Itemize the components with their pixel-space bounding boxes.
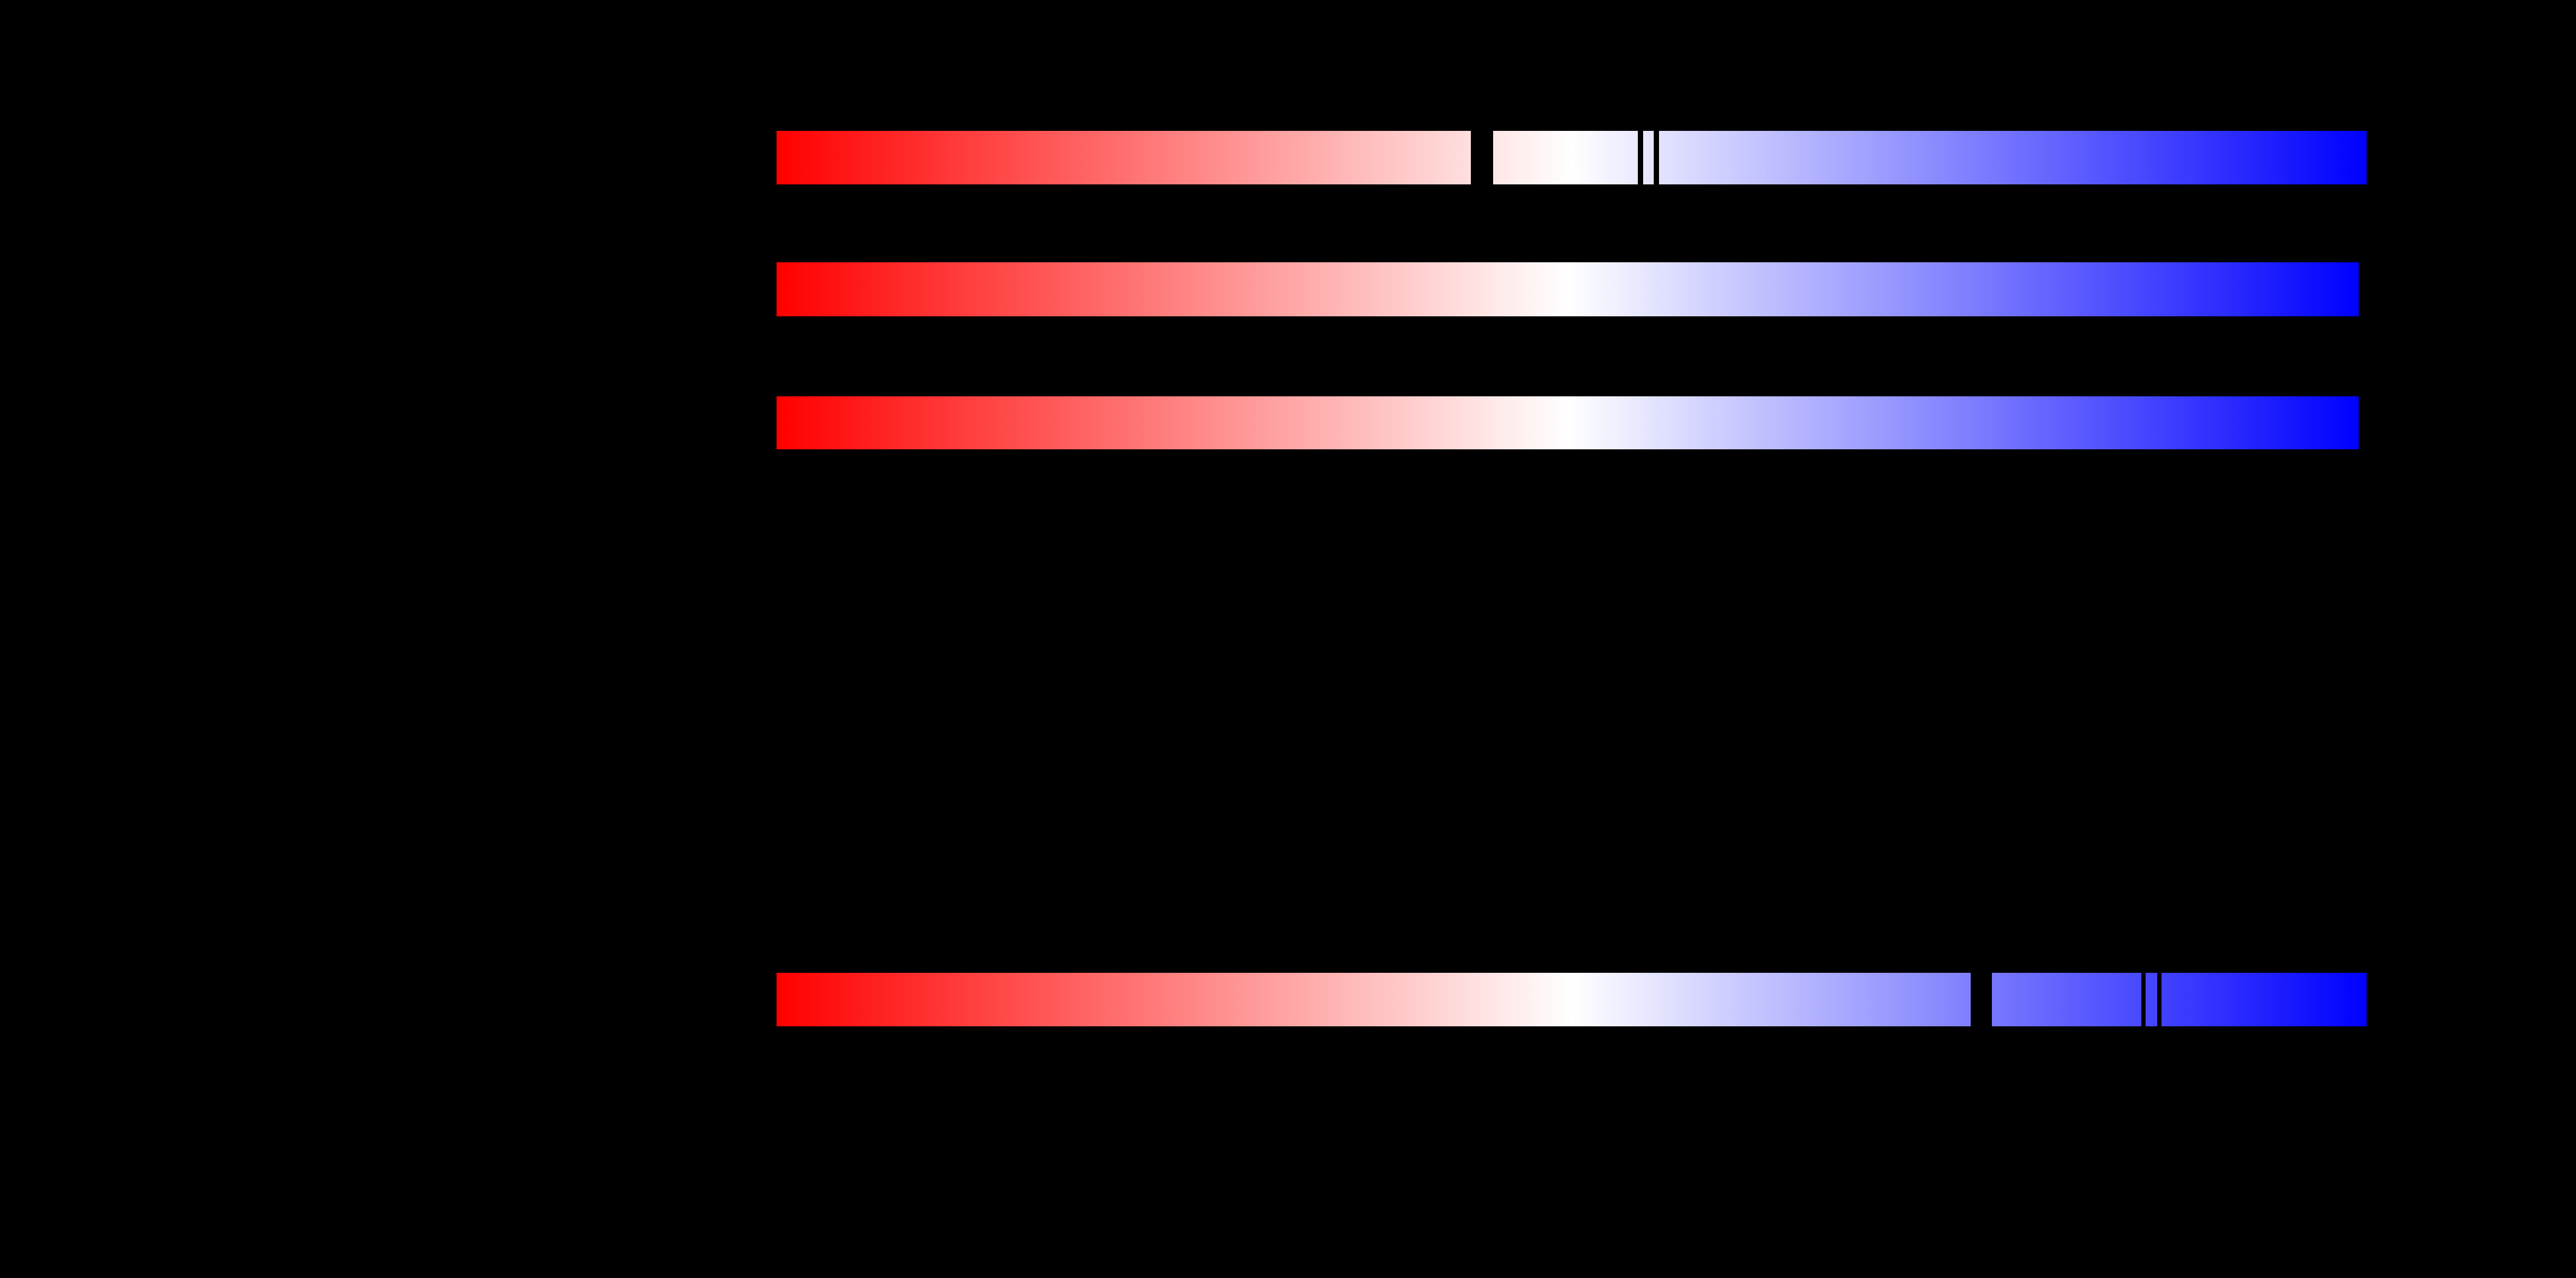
colorbar-3[interactable] xyxy=(777,396,2359,449)
colorbar-2[interactable] xyxy=(777,262,2359,316)
colorbar-1-segment-0[interactable] xyxy=(777,131,1471,184)
colorbar-3-segment-0[interactable] xyxy=(777,396,2359,449)
colorbar-2-segment-0[interactable] xyxy=(777,262,2359,316)
colorbar-4[interactable] xyxy=(777,973,2367,1026)
colorbar-1[interactable] xyxy=(777,131,2367,184)
colorbar-4-segment-0[interactable] xyxy=(777,973,1971,1026)
colorbar-4-segment-2[interactable] xyxy=(2146,973,2157,1026)
colorbar-1-segment-1[interactable] xyxy=(1493,131,1638,184)
colorbar-1-segment-3[interactable] xyxy=(1659,131,2367,184)
colorbar-4-segment-3[interactable] xyxy=(2162,973,2367,1026)
colorbar-4-segment-1[interactable] xyxy=(1991,973,2141,1026)
colorbar-1-segment-2[interactable] xyxy=(1643,131,1654,184)
